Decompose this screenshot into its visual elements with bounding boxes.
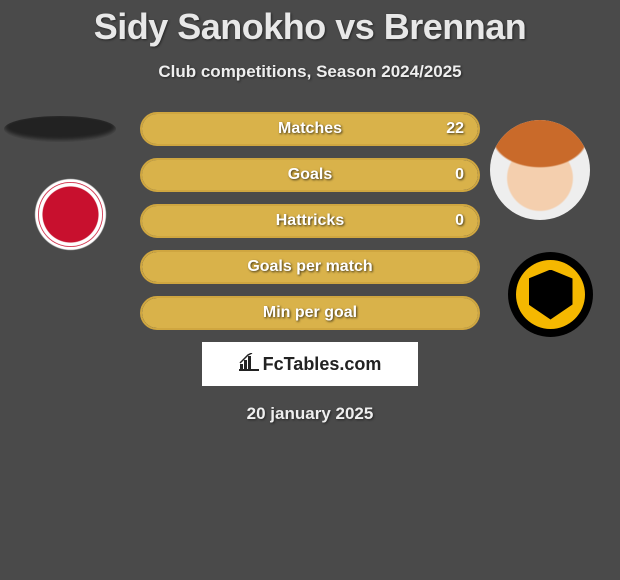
- stat-value-right: 0: [455, 160, 464, 190]
- player-face-icon: [490, 120, 590, 220]
- date-label: 20 january 2025: [0, 404, 620, 424]
- stat-row: Goals0: [140, 158, 480, 192]
- stat-label: Matches: [142, 114, 478, 144]
- subtitle: Club competitions, Season 2024/2025: [0, 62, 620, 82]
- stat-label: Hattricks: [142, 206, 478, 236]
- bar-chart-icon: [239, 353, 259, 376]
- newport-crest-icon: [516, 260, 585, 329]
- stat-row: Hattricks0: [140, 204, 480, 238]
- player-left-avatar: [4, 116, 116, 142]
- fctables-logo: FcTables.com: [202, 342, 418, 386]
- stat-row: Min per goal: [140, 296, 480, 330]
- logo-text: FcTables.com: [263, 354, 382, 375]
- stat-value-right: 0: [455, 206, 464, 236]
- page-title: Sidy Sanokho vs Brennan: [0, 0, 620, 48]
- stat-row: Matches22: [140, 112, 480, 146]
- stat-value-right: 22: [446, 114, 464, 144]
- swindon-crest-icon: [38, 182, 103, 247]
- comparison-panel: Matches22Goals0Hattricks0Goals per match…: [0, 112, 620, 424]
- stat-label: Min per goal: [142, 298, 478, 328]
- club-crest-left: [28, 172, 113, 257]
- stats-list: Matches22Goals0Hattricks0Goals per match…: [140, 112, 480, 330]
- stat-label: Goals: [142, 160, 478, 190]
- player-right-avatar: [490, 120, 590, 220]
- club-crest-right: [508, 252, 593, 337]
- stat-row: Goals per match: [140, 250, 480, 284]
- stat-label: Goals per match: [142, 252, 478, 282]
